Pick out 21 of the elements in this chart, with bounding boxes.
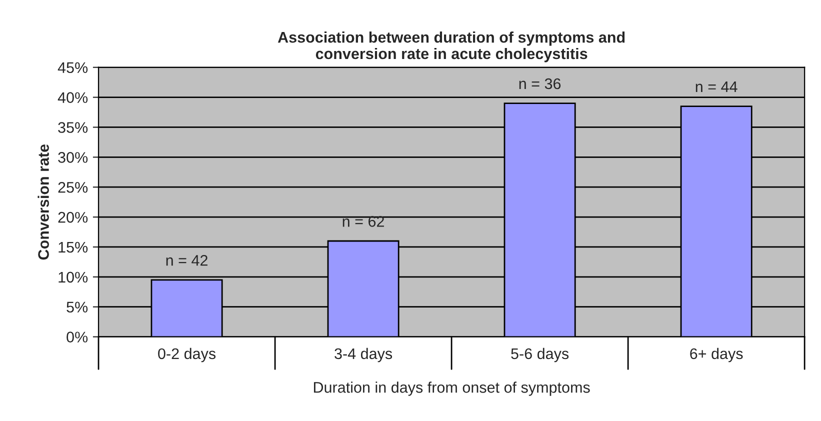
x-tick-label: 0-2 days xyxy=(158,348,216,362)
y-axis-title: Conversion rate xyxy=(38,144,49,260)
x-tick-label: 5-6 days xyxy=(511,348,569,362)
annotation: n = 42 xyxy=(166,254,208,266)
y-tick-label: 0% xyxy=(66,332,88,342)
y-tick-label: 20% xyxy=(58,212,88,223)
annotation: n = 36 xyxy=(519,78,561,90)
chart-title: Association between duration of symptoms and conversion rate in acute cholecystitis xyxy=(278,32,625,62)
y-tick-label: 45% xyxy=(58,62,88,74)
y-tick-label: 10% xyxy=(58,272,88,283)
y-tick-label: 25% xyxy=(58,182,88,193)
y-tick-label: 35% xyxy=(58,122,88,133)
x-tick-label: 6+ days xyxy=(690,348,743,362)
annotation: n = 44 xyxy=(696,81,738,92)
x-axis-title: Duration in days from onset of symptoms xyxy=(314,382,590,396)
y-tick-label: 15% xyxy=(58,242,88,253)
x-tick-label: 3-4 days xyxy=(334,348,392,362)
y-tick-label: 30% xyxy=(58,152,88,163)
y-tick-label: 40% xyxy=(58,92,88,103)
annotation: n = 62 xyxy=(342,216,384,227)
y-tick-label: 5% xyxy=(66,302,88,313)
